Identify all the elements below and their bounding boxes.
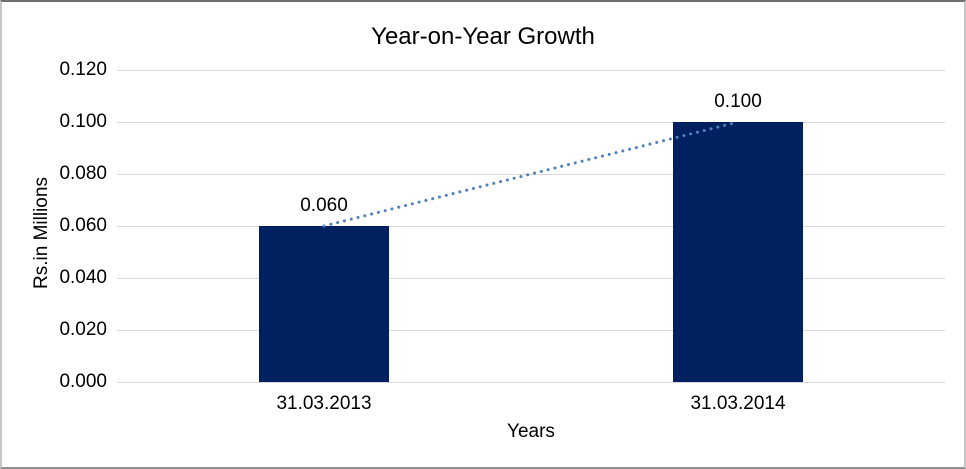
data-label: 0.100	[714, 91, 762, 112]
y-tick-label: 0.040	[59, 267, 107, 288]
data-label: 0.060	[300, 195, 348, 216]
bar	[673, 122, 803, 382]
chart-title: Year-on-Year Growth	[371, 23, 595, 50]
bar	[259, 226, 389, 382]
gridline	[117, 382, 945, 383]
y-tick-label: 0.080	[59, 163, 107, 184]
gridline	[117, 226, 945, 227]
y-tick-label: 0.120	[59, 59, 107, 80]
gridline	[117, 122, 945, 123]
gridline	[117, 278, 945, 279]
gridline	[117, 330, 945, 331]
y-tick-label: 0.100	[59, 111, 107, 132]
x-category-label: 31.03.2013	[276, 393, 372, 414]
x-category-label: 31.03.2014	[690, 393, 786, 414]
x-axis-title: Years	[507, 421, 555, 442]
y-tick-label: 0.060	[59, 215, 107, 236]
y-tick-label: 0.020	[59, 319, 107, 340]
gridline	[117, 70, 945, 71]
y-tick-label: 0.000	[59, 371, 107, 392]
gridline	[117, 174, 945, 175]
